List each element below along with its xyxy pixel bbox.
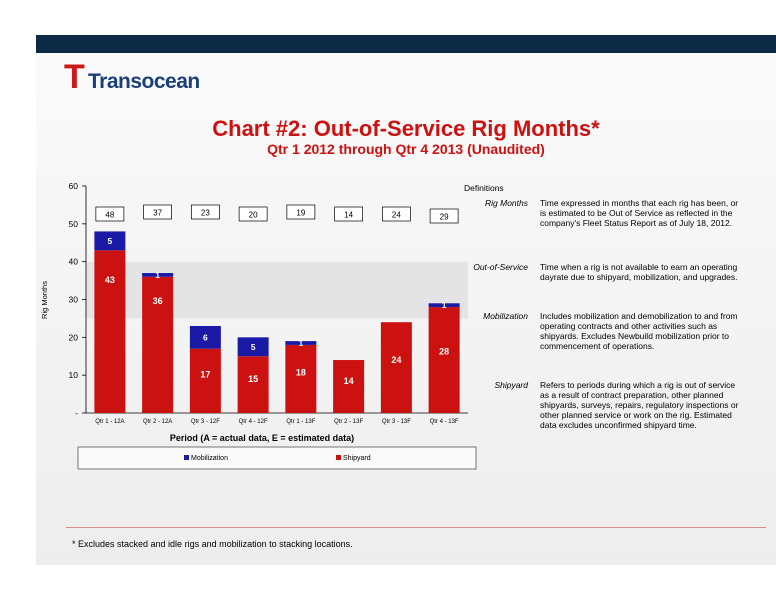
total-label-box [238,206,268,222]
mobilization-data-label: 1 [155,270,160,280]
bar-shipyard [333,360,365,413]
definition-text-out-of-service: Time when a rig is not available to earn… [540,262,738,282]
legend-swatch-mobilization [184,455,189,460]
total-label-box [334,206,363,222]
x-tick-label: Qtr 3 - 12F [191,419,220,425]
legend-label-mobilization: Mobilization [191,455,228,462]
bar-shipyard [237,356,269,413]
logo-mark-icon: T [64,58,85,96]
definition-term-out-of-service: Out-of-Service [473,262,528,272]
y-tick-label: 30 [69,295,79,305]
total-data-label: 29 [440,213,449,222]
shipyard-data-label: 28 [439,347,449,357]
y-tick-label: - [75,408,78,418]
bar-shipyard [428,307,460,413]
legend-box [77,446,477,470]
bar-shipyard [380,322,412,413]
legend-label-shipyard: Shipyard [343,455,371,462]
total-data-label: 20 [249,211,258,220]
y-tick-label: 60 [69,181,79,191]
mobilization-data-label: 6 [203,332,208,342]
total-label-box [382,206,411,222]
total-data-label: 24 [392,211,401,220]
bar-shipyard [94,250,126,413]
shipyard-data-label: 43 [105,275,115,285]
footer-divider [66,527,766,528]
chart-subtitle: Qtr 1 2012 through Qtr 4 2013 (Unaudited… [267,141,545,157]
bar-shipyard [142,276,174,413]
shipyard-data-label: 36 [153,296,163,306]
shipyard-data-label: 18 [296,368,306,378]
definition-term-mobilization: Mobilization [483,311,528,321]
x-tick-label: Qtr 4 - 13F [430,419,459,425]
y-axis-label: Rig Months [40,281,49,319]
x-tick-label: Qtr 2 - 12A [143,419,172,425]
footnote: * Excludes stacked and idle rigs and mob… [72,539,353,549]
total-data-label: 37 [153,209,162,218]
bar-shipyard [285,344,317,413]
definition-text-rig-months: Time expressed in months that each rig h… [540,198,739,228]
total-label-box [191,204,220,220]
x-axis-label: Period (A = actual data, E = estimated d… [170,433,354,443]
definition-text-mobilization: Includes mobilization and demobilization… [540,311,738,351]
y-tick-label: 40 [69,257,79,267]
y-tick-label: 10 [69,370,79,380]
definitions-heading: Definitions [464,183,504,193]
x-tick-label: Qtr 1 - 13F [286,419,315,425]
total-label-box [95,206,125,222]
company-logo: T Transocean [64,60,204,98]
total-data-label: 19 [296,209,305,218]
bar-mobilization [428,303,460,308]
shipyard-data-label: 17 [200,370,210,380]
logo-text: Transocean [88,70,200,93]
bar-mobilization [142,273,174,277]
definition-term-shipyard: Shipyard [494,380,528,390]
bar-mobilization [237,337,269,357]
definition-text-shipyard: Refers to periods during which a rig is … [540,380,739,430]
mobilization-data-label: 1 [442,300,447,310]
shipyard-data-label: 14 [344,376,354,386]
bar-mobilization [189,325,221,349]
plot-area: - 10 20 30 40 50 60 Rig Months 43 5 48 Qtr 1 - 12A 3… [40,181,477,470]
x-tick-label: Qtr 1 - 12A [95,419,124,425]
y-tick-label: 50 [69,219,79,229]
header-bar [36,35,776,53]
y-tick-label: 20 [69,332,79,342]
mobilization-data-label: 5 [251,342,256,352]
total-label-box [429,208,459,224]
shipyard-data-label: 15 [248,374,258,384]
bar-shipyard [189,348,221,413]
mobilization-data-label: 1 [299,338,304,348]
x-tick-label: Qtr 3 - 13F [382,419,411,425]
total-label-box [143,204,172,220]
bar-mobilization [94,231,126,251]
x-tick-label: Qtr 2 - 13F [334,419,363,425]
total-data-label: 48 [105,211,114,220]
legend-swatch-shipyard [336,455,341,460]
total-data-label: 14 [344,211,353,220]
mobilization-data-label: 5 [108,236,113,246]
total-label-box [286,204,316,220]
total-data-label: 23 [201,209,210,218]
chart-title: Chart #2: Out-of-Service Rig Months* [212,116,600,141]
bar-mobilization [285,341,317,345]
definition-term-rig-months: Rig Months [485,198,528,208]
x-tick-label: Qtr 4 - 12F [239,419,268,425]
shipyard-data-label: 24 [391,355,401,365]
